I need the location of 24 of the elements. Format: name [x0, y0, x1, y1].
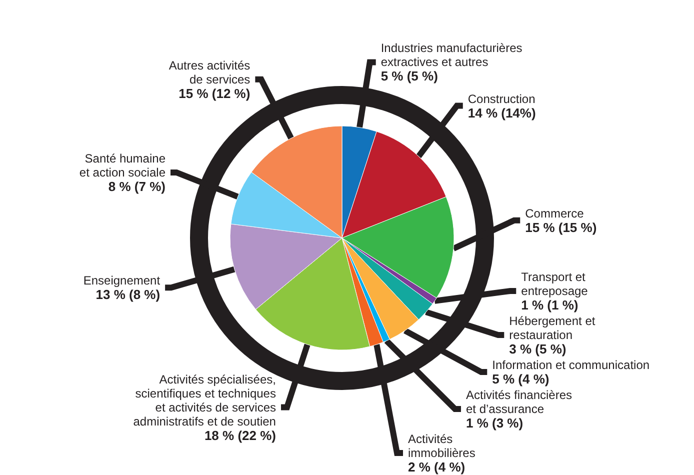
data-label: 15 % (12 %)	[178, 86, 250, 101]
data-label: 3 % (5 %)	[509, 342, 566, 356]
slice-label: Activités financières et d’assurance	[466, 388, 572, 416]
data-label: 14 % (14%)	[468, 105, 536, 120]
slice-label: Hébergement et restauration	[509, 314, 596, 342]
slice-label: Industries manufacturières extractives et autres	[380, 41, 522, 70]
slice-label: Activités spécialisées, scientifiques et techniques et activités de services administratifs et de soutien	[133, 372, 276, 428]
slice-label: Santé humaine et action sociale	[79, 151, 166, 180]
data-label: 8 % (7 %)	[108, 178, 166, 194]
slice-label: Information et communication	[492, 358, 650, 372]
data-label: 2 % (4 %)	[408, 460, 466, 474]
slice-label: Commerce	[525, 206, 584, 220]
slice-label: Activités immobilières	[408, 432, 476, 460]
data-label: 5 % (4 %)	[492, 372, 550, 386]
data-label: 18 % (22 %)	[204, 428, 276, 443]
data-label: 1 % (1 %)	[521, 298, 578, 312]
slice-label: Construction	[468, 92, 536, 106]
slice-label: Transport et entreposage	[521, 270, 588, 298]
slice-label: Autres activités de services	[168, 58, 250, 86]
data-label: 15 % (15 %)	[525, 220, 597, 235]
data-label: 5 % (5 %)	[380, 68, 438, 84]
slice-label: Enseignement	[83, 274, 161, 288]
data-label: 13 % (8 %)	[96, 287, 160, 302]
data-label: 1 % (3 %)	[466, 416, 524, 430]
